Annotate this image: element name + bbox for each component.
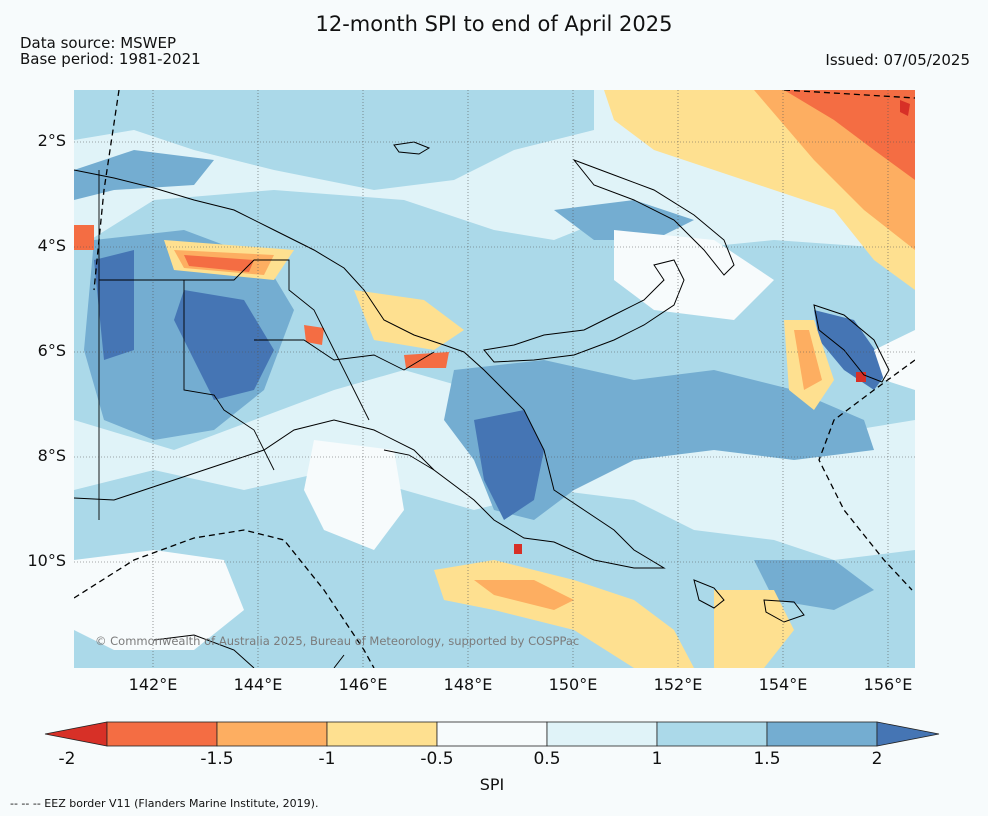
colorbar-segment xyxy=(216,721,328,747)
australia-coast xyxy=(153,634,345,668)
colorbar-extend-high xyxy=(876,721,940,747)
province-borders xyxy=(98,170,435,520)
new-britain-coast xyxy=(483,259,685,363)
new-ireland-coast xyxy=(572,158,735,276)
spi-zone-extremely-dry-5 xyxy=(304,325,324,345)
spi-zone-extremely-dry-2 xyxy=(184,255,254,272)
colorbar-segment xyxy=(546,721,658,747)
copyright-credit: © Commonwealth of Australia 2025, Bureau… xyxy=(95,634,580,648)
colorbar-tick-1-5: 1.5 xyxy=(753,749,781,769)
colorbar-segment xyxy=(106,721,218,747)
spi-zone-extremely-dry-3 xyxy=(404,352,449,368)
colorbar-tick-neg2: -2 xyxy=(58,749,76,769)
lon-label-142e: 142°E xyxy=(128,675,178,694)
province-border-4 xyxy=(383,449,435,471)
lon-label-150e: 150°E xyxy=(548,675,598,694)
spi-zone-moderate-wet xyxy=(74,90,594,190)
lon-label-152e: 152°E xyxy=(653,675,703,694)
bougainville-coast xyxy=(813,304,890,383)
base-period: Base period: 1981-2021 xyxy=(20,50,201,68)
colorbar-segment xyxy=(326,721,438,747)
province-border-2 xyxy=(183,280,275,471)
spi-zone-extreme-wet xyxy=(174,290,274,400)
spi-zone-extreme-wet-2 xyxy=(474,410,544,520)
eez-border-northwest xyxy=(93,90,120,291)
lat-label-4s: 4°S xyxy=(37,236,66,255)
issued-date: Issued: 07/05/2025 xyxy=(825,51,970,69)
graticule xyxy=(74,90,915,668)
eez-border-northeast xyxy=(783,90,915,99)
lat-label-10s: 10°S xyxy=(27,551,66,570)
spi-zone-severely-dry-2 xyxy=(474,580,574,610)
colorbar-tick-neg1: -1 xyxy=(318,749,336,769)
spi-zone-very-wet-4 xyxy=(554,200,694,240)
lon-label-146e: 146°E xyxy=(338,675,388,694)
new-guinea-coast xyxy=(74,169,666,569)
colorbar-tick-1: 1 xyxy=(651,749,663,769)
lon-label-148e: 148°E xyxy=(443,675,493,694)
island-group-2 xyxy=(763,599,805,623)
source-info: Data source: MSWEP Base period: 1981-202… xyxy=(20,35,201,67)
colorbar-tick-neg1-5: -1.5 xyxy=(200,749,234,769)
spi-zone-extreme-wet-3 xyxy=(94,250,134,360)
spi-zone-extremely-dry xyxy=(784,90,915,180)
spi-zone-moderately-dry-3 xyxy=(714,590,794,668)
colorbar-tick-neg0-5: -0.5 xyxy=(420,749,454,769)
spi-zone-very-wet-3 xyxy=(74,150,214,200)
colorbar-tick-2: 2 xyxy=(871,749,883,769)
colorbar-segment xyxy=(436,721,548,747)
spi-zone-record-dry-2 xyxy=(514,544,522,554)
colorbar-label: SPI xyxy=(479,775,505,794)
lat-label-8s: 8°S xyxy=(37,446,66,465)
lat-label-2s: 2°S xyxy=(37,131,66,150)
eez-borders xyxy=(74,90,915,668)
data-source: Data source: MSWEP xyxy=(20,34,177,52)
colorbar-segment xyxy=(766,721,878,747)
province-border-3 xyxy=(254,339,435,371)
colorbar-tick-0-5: 0.5 xyxy=(533,749,561,769)
spi-zone-moderately-dry-5 xyxy=(354,290,464,350)
colorbar-extend-low xyxy=(44,721,108,747)
lon-label-154e: 154°E xyxy=(758,675,808,694)
spi-map xyxy=(74,90,915,668)
eez-legend-note: -- -- -- EEZ border V11 (Flanders Marine… xyxy=(10,797,319,810)
map-title: 12-month SPI to end of April 2025 xyxy=(315,12,673,36)
manus-coast xyxy=(393,141,431,155)
eez-border-southwest xyxy=(74,529,375,668)
colorbar-segment xyxy=(656,721,768,747)
spi-zone-near-normal-4 xyxy=(874,330,915,390)
spi-zone-near-normal-3 xyxy=(614,230,774,320)
spi-zone-record-dry xyxy=(900,100,910,116)
eez-border-east xyxy=(818,359,915,591)
spi-zone-near-normal-2 xyxy=(74,550,244,650)
lat-label-6s: 6°S xyxy=(37,341,66,360)
lon-label-144e: 144°E xyxy=(233,675,283,694)
spi-zone-very-wet-5 xyxy=(754,560,874,610)
spi-colorbar xyxy=(44,721,940,747)
coastlines xyxy=(74,141,890,668)
spi-zone-near-normal xyxy=(304,440,404,550)
spi-zone-extreme-wet-4 xyxy=(814,310,889,390)
spi-zone-severely-dry-3 xyxy=(794,330,822,390)
lon-label-156e: 156°E xyxy=(863,675,913,694)
island-group xyxy=(693,579,725,609)
province-border xyxy=(99,259,370,421)
spi-zone-extremely-dry-4 xyxy=(74,225,94,250)
spi-zone-record-dry-3 xyxy=(856,372,866,382)
